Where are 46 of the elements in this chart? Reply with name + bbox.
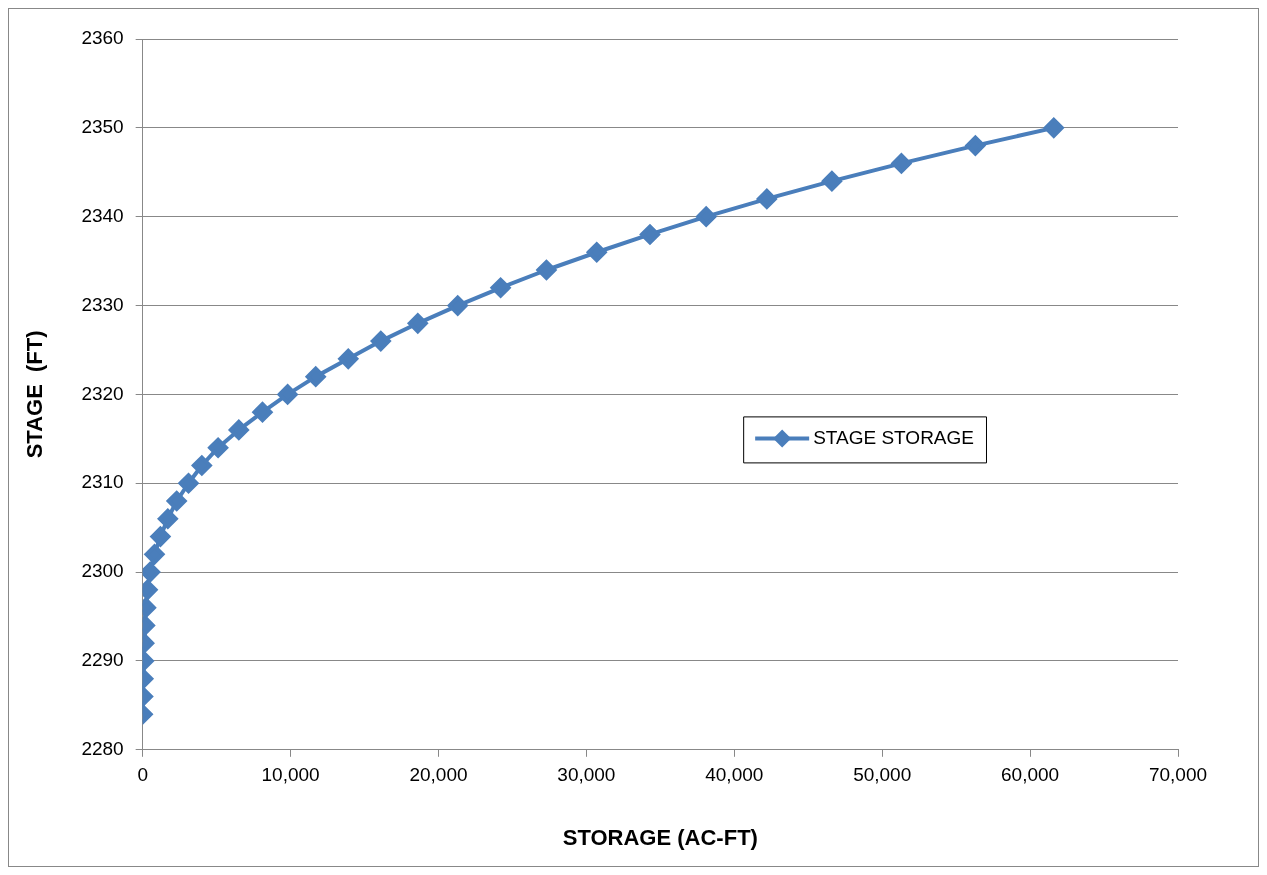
x-tick-label: 40,000 bbox=[705, 764, 764, 786]
point bbox=[821, 171, 842, 192]
point bbox=[536, 260, 557, 281]
x-tick-label: 10,000 bbox=[261, 764, 320, 786]
point bbox=[965, 135, 986, 156]
x-axis-title: STORAGE (AC-FT) bbox=[562, 824, 758, 850]
y-tick-label: 2330 bbox=[81, 293, 124, 315]
point bbox=[252, 402, 273, 423]
x-tick-label: 0 bbox=[137, 764, 148, 786]
y-tick-label: 2310 bbox=[81, 471, 124, 493]
point bbox=[166, 491, 187, 512]
y-tick-label: 2340 bbox=[81, 204, 124, 226]
x-tick-label: 70,000 bbox=[1148, 764, 1208, 786]
y-tick-label: 2290 bbox=[81, 649, 124, 671]
point bbox=[891, 153, 912, 174]
y-tick-label: 2280 bbox=[81, 738, 124, 760]
point bbox=[639, 224, 660, 245]
point bbox=[277, 384, 298, 405]
y-tick-label: 2360 bbox=[81, 27, 124, 49]
point bbox=[1043, 117, 1064, 138]
point bbox=[756, 188, 777, 209]
point bbox=[370, 331, 391, 352]
x-tick-label: 60,000 bbox=[1001, 764, 1060, 786]
point bbox=[228, 419, 249, 440]
y-axis-title: STAGE (FT) bbox=[22, 330, 48, 459]
point bbox=[144, 544, 165, 565]
point bbox=[208, 437, 229, 458]
y-tick-label: 2300 bbox=[81, 560, 124, 582]
point bbox=[338, 348, 359, 369]
legend-label: STAGE STORAGE bbox=[813, 426, 974, 448]
point bbox=[178, 473, 199, 494]
x-tick-label: 50,000 bbox=[853, 764, 912, 786]
point bbox=[157, 508, 178, 529]
point bbox=[407, 313, 428, 334]
x-tick-label: 30,000 bbox=[557, 764, 616, 786]
x-tick-label: 20,000 bbox=[409, 764, 468, 786]
y-tick-label: 2350 bbox=[81, 116, 124, 138]
point bbox=[191, 455, 212, 476]
y-tick-label: 2320 bbox=[81, 382, 124, 404]
point bbox=[142, 562, 161, 583]
point bbox=[696, 206, 717, 227]
point bbox=[586, 242, 607, 263]
point bbox=[305, 366, 326, 387]
point bbox=[490, 277, 511, 298]
point bbox=[447, 295, 468, 316]
point bbox=[150, 526, 171, 547]
